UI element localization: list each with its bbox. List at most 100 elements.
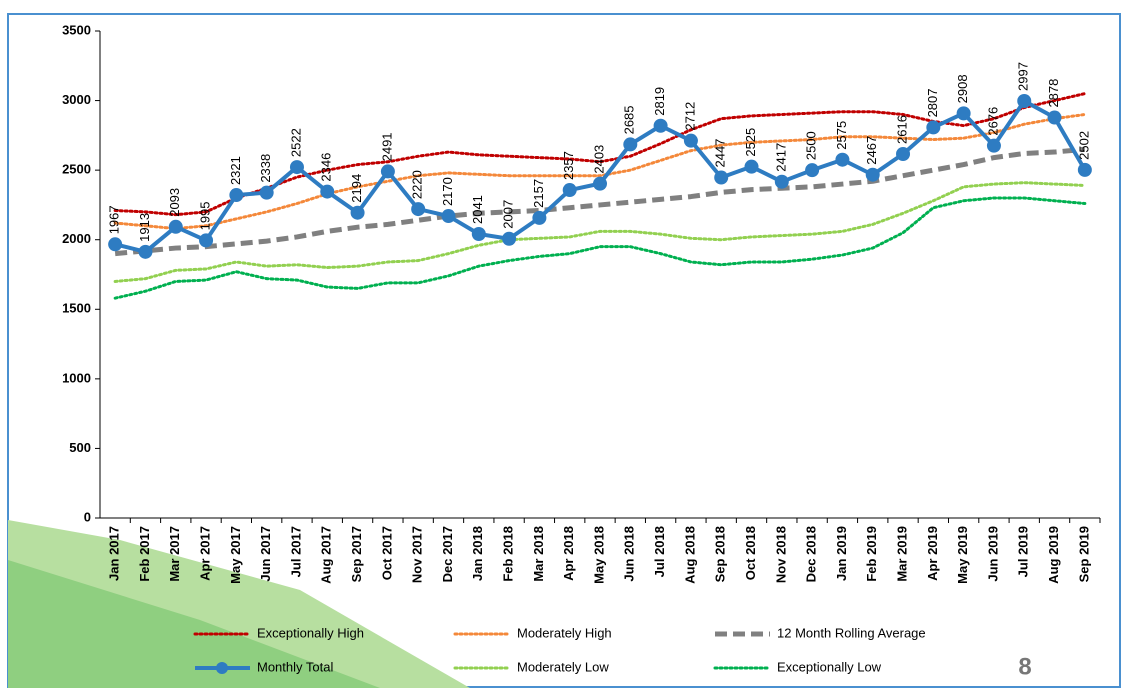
point-marker bbox=[744, 159, 759, 174]
point-marker bbox=[502, 231, 517, 246]
y-tick-label: 2000 bbox=[62, 231, 91, 246]
x-tick-label: Jan 2017 bbox=[107, 526, 122, 581]
legend-marker bbox=[216, 662, 228, 674]
point-marker bbox=[562, 183, 577, 198]
x-tick-label: Jul 2019 bbox=[1016, 526, 1031, 577]
x-tick-label: Dec 2017 bbox=[440, 526, 455, 582]
x-tick-label: Sep 2018 bbox=[713, 526, 728, 582]
x-tick-label: Jun 2018 bbox=[622, 526, 637, 582]
point-marker bbox=[926, 120, 941, 135]
x-tick-label: Aug 2019 bbox=[1046, 526, 1061, 584]
series-line bbox=[113, 196, 1087, 300]
data-label: 2220 bbox=[410, 170, 425, 199]
x-tick-label: Oct 2018 bbox=[743, 526, 758, 580]
x-tick-label: Aug 2018 bbox=[682, 526, 697, 584]
data-label: 2878 bbox=[1046, 79, 1061, 108]
legend-label: Moderately Low bbox=[517, 659, 609, 674]
point-marker bbox=[896, 147, 911, 162]
point-marker bbox=[1017, 93, 1032, 108]
y-tick-label: 0 bbox=[84, 509, 91, 524]
point-marker bbox=[532, 210, 547, 225]
point-marker bbox=[835, 152, 850, 167]
series-line bbox=[114, 146, 1086, 257]
data-label: 2321 bbox=[228, 156, 243, 185]
data-label: 2500 bbox=[804, 131, 819, 160]
data-label: 2041 bbox=[470, 195, 485, 224]
point-marker bbox=[653, 118, 668, 133]
x-tick-label: Jan 2018 bbox=[470, 526, 485, 581]
data-label: 2502 bbox=[1076, 131, 1091, 160]
data-label: 2357 bbox=[561, 151, 576, 180]
y-tick-label: 3000 bbox=[62, 92, 91, 107]
x-tick-label: Feb 2019 bbox=[864, 526, 879, 582]
x-tick-label: Oct 2017 bbox=[379, 526, 394, 580]
point-marker bbox=[380, 164, 395, 179]
x-tick-label: Jun 2019 bbox=[985, 526, 1000, 582]
data-label: 2346 bbox=[319, 153, 334, 182]
x-tick-label: Mar 2018 bbox=[531, 526, 546, 582]
x-tick-label: Jul 2017 bbox=[288, 526, 303, 577]
x-tick-label: Dec 2018 bbox=[804, 526, 819, 582]
y-tick-label: 500 bbox=[69, 440, 91, 455]
x-tick-label: Mar 2019 bbox=[894, 526, 909, 582]
x-tick-label: Aug 2017 bbox=[319, 526, 334, 584]
point-marker bbox=[108, 237, 123, 252]
y-tick-label: 1000 bbox=[62, 370, 91, 385]
data-label: 2417 bbox=[773, 143, 788, 172]
point-marker bbox=[865, 167, 880, 182]
legend-label: Exceptionally Low bbox=[777, 659, 882, 674]
data-label: 2712 bbox=[682, 102, 697, 131]
data-label: 2819 bbox=[652, 87, 667, 116]
data-label: 1995 bbox=[197, 201, 212, 230]
decor-shape bbox=[8, 560, 380, 688]
data-label: 2447 bbox=[713, 139, 728, 168]
data-label: 1967 bbox=[107, 205, 122, 234]
x-tick-label: May 2017 bbox=[228, 526, 243, 584]
point-marker bbox=[956, 106, 971, 121]
data-label: 2525 bbox=[743, 128, 758, 157]
x-tick-label: Mar 2017 bbox=[167, 526, 182, 582]
x-tick-label: Sep 2017 bbox=[349, 526, 364, 582]
point-marker bbox=[1047, 110, 1062, 125]
data-label: 2685 bbox=[622, 105, 637, 134]
data-label: 2157 bbox=[531, 179, 546, 208]
x-tick-label: Sep 2019 bbox=[1076, 526, 1091, 582]
y-tick-label: 3500 bbox=[62, 22, 91, 37]
x-tick-label: May 2018 bbox=[591, 526, 606, 584]
data-label: 2467 bbox=[864, 136, 879, 165]
data-label: 2908 bbox=[955, 74, 970, 103]
data-label: 2575 bbox=[834, 121, 849, 150]
data-label: 2491 bbox=[379, 132, 394, 161]
series-line bbox=[113, 112, 1087, 231]
data-label: 2170 bbox=[440, 177, 455, 206]
x-tick-label: Jun 2017 bbox=[258, 526, 273, 582]
series-line bbox=[113, 181, 1087, 283]
data-label: 2997 bbox=[1016, 62, 1031, 91]
point-marker bbox=[199, 233, 214, 248]
point-marker bbox=[471, 227, 486, 242]
x-tick-label: Apr 2018 bbox=[561, 526, 576, 581]
x-tick-label: May 2019 bbox=[955, 526, 970, 584]
data-label: 2403 bbox=[591, 145, 606, 174]
point-marker bbox=[623, 137, 638, 152]
legend-label: Exceptionally High bbox=[257, 625, 364, 640]
data-label: 2007 bbox=[501, 200, 516, 229]
point-marker bbox=[986, 138, 1001, 153]
data-label: 1913 bbox=[137, 213, 152, 242]
x-tick-label: Nov 2017 bbox=[410, 526, 425, 583]
point-marker bbox=[441, 209, 456, 224]
point-marker bbox=[1077, 162, 1092, 177]
point-marker bbox=[229, 188, 244, 203]
legend-label: Moderately High bbox=[517, 625, 612, 640]
y-tick-label: 2500 bbox=[62, 162, 91, 177]
x-tick-label: Apr 2019 bbox=[925, 526, 940, 581]
data-label: 2676 bbox=[985, 107, 1000, 136]
point-marker bbox=[714, 170, 729, 185]
point-marker bbox=[289, 160, 304, 175]
point-marker bbox=[683, 133, 698, 148]
point-marker bbox=[168, 219, 183, 234]
legend-label: 12 Month Rolling Average bbox=[777, 625, 926, 640]
x-tick-label: Jul 2018 bbox=[652, 526, 667, 577]
point-marker bbox=[805, 163, 820, 178]
